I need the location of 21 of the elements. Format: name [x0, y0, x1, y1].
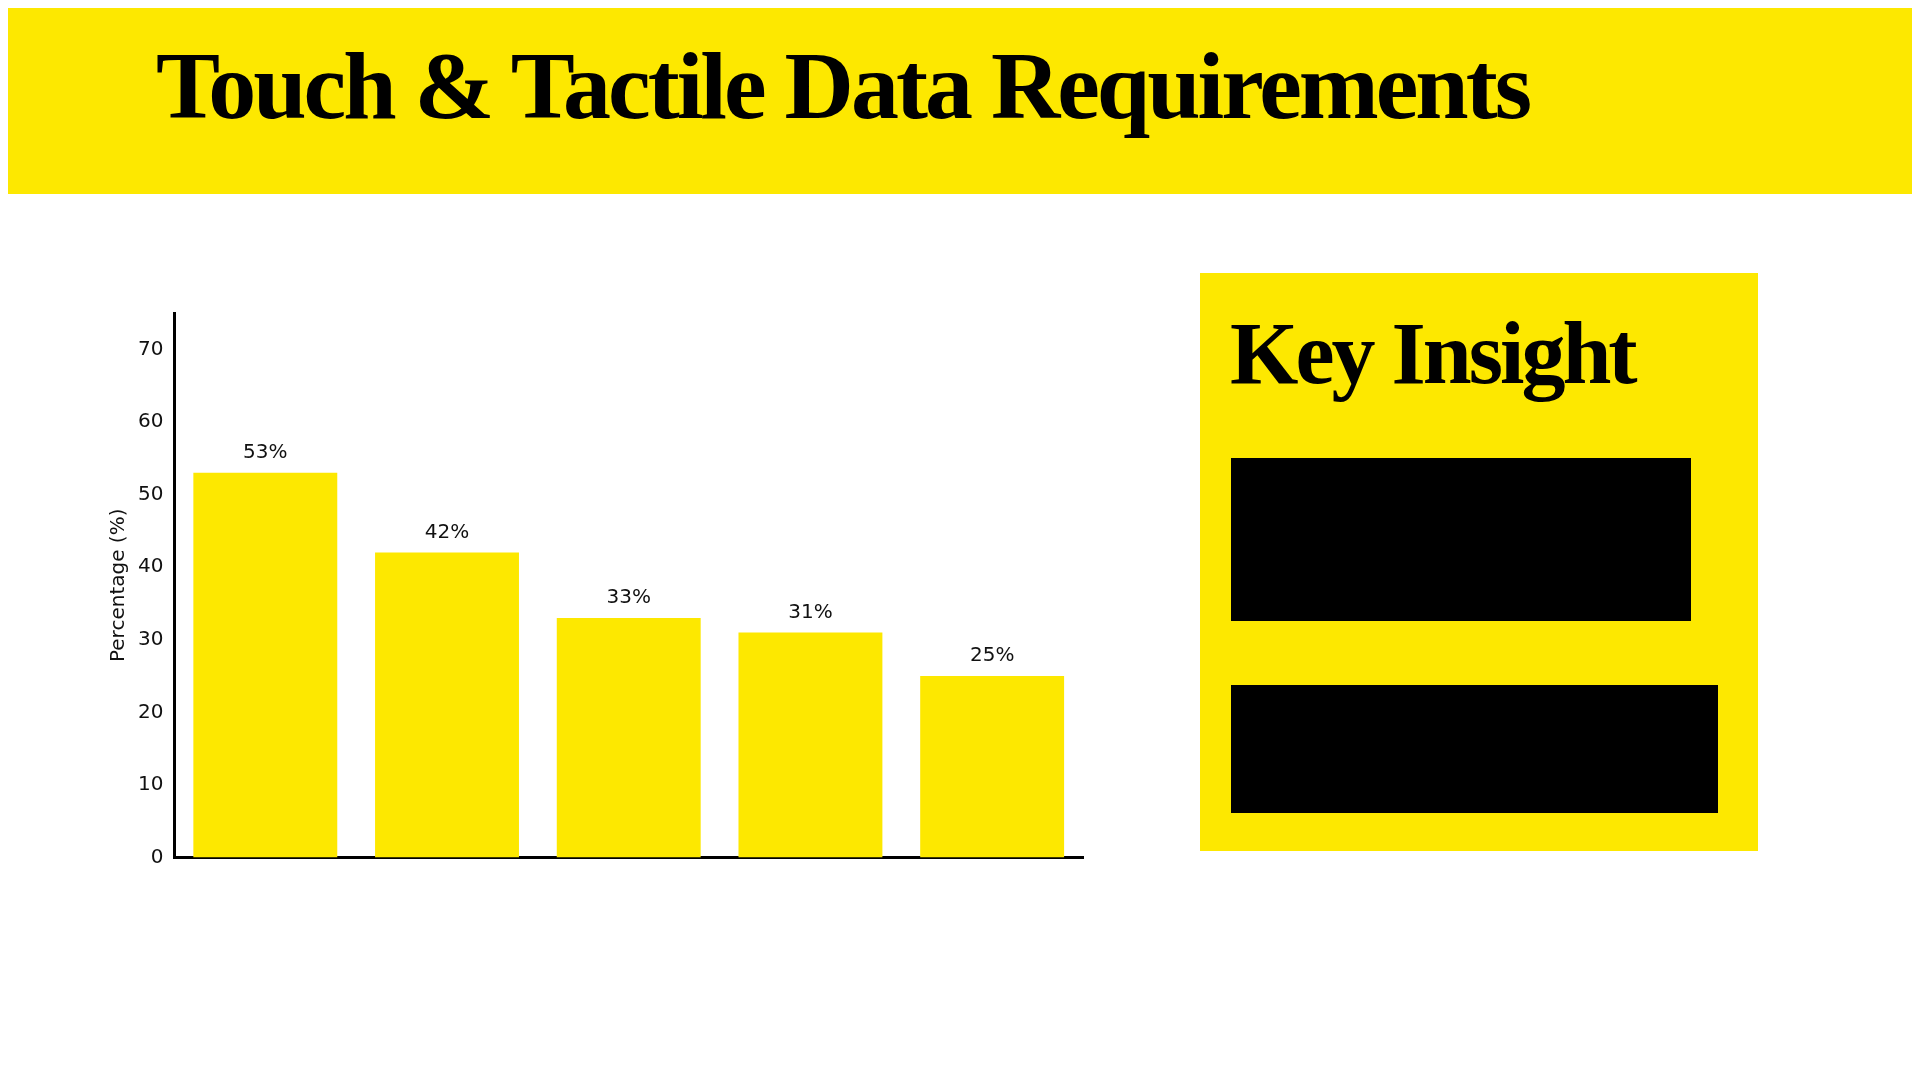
- y-tick-label: 50: [138, 480, 164, 505]
- text: Key Insight: [1230, 304, 1635, 404]
- y-tick-label: 60: [138, 408, 164, 433]
- y-tick-label: 10: [138, 771, 164, 796]
- data-label: 53%: [243, 438, 288, 463]
- bar: [738, 632, 883, 858]
- y-tick-label: 0: [150, 843, 164, 868]
- data-label: 25%: [969, 642, 1015, 667]
- y-tick-label: 40: [138, 553, 164, 578]
- y-tick-label: 70: [138, 335, 164, 360]
- data-label: 33%: [606, 584, 651, 609]
- y-tick-label: 30: [138, 625, 164, 650]
- data-label: 31%: [788, 598, 833, 623]
- bar: [193, 472, 338, 858]
- bar: [375, 552, 519, 858]
- bar: [920, 676, 1065, 858]
- y-tick-label: 20: [138, 698, 164, 723]
- chart-title: Touch & Tactile Data Requirements: [156, 31, 1530, 141]
- y-axis-title: Percentage (%): [105, 508, 130, 663]
- bar: [556, 617, 701, 858]
- data-label: 42%: [424, 518, 470, 543]
